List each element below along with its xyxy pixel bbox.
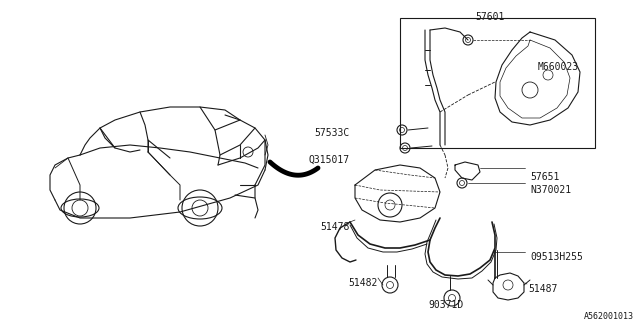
Text: 09513H255: 09513H255 bbox=[530, 252, 583, 262]
Bar bbox=[400, 18, 595, 148]
Text: A562001013: A562001013 bbox=[584, 312, 634, 320]
Text: 51482: 51482 bbox=[349, 278, 378, 288]
Text: N370021: N370021 bbox=[530, 185, 571, 195]
Text: 57651: 57651 bbox=[530, 172, 559, 182]
Text: 57601: 57601 bbox=[476, 12, 505, 22]
Text: Q315017: Q315017 bbox=[309, 155, 350, 165]
Text: 51478: 51478 bbox=[321, 222, 350, 232]
Text: M660023: M660023 bbox=[538, 62, 579, 72]
Text: 90371D: 90371D bbox=[428, 300, 463, 310]
Text: 51487: 51487 bbox=[528, 284, 557, 294]
Text: 57533C: 57533C bbox=[315, 128, 350, 138]
